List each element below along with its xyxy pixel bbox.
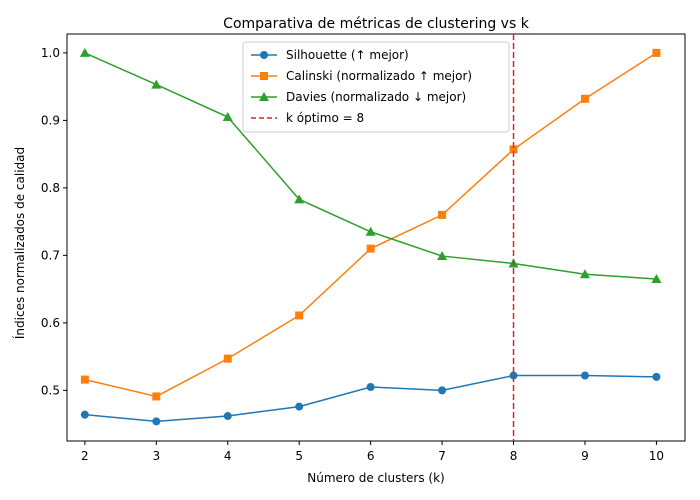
y-tick-label: 0.6 xyxy=(41,316,60,330)
data-point xyxy=(79,47,90,57)
legend-entry: Davies (normalizado ↓ mejor) xyxy=(251,90,466,104)
data-point xyxy=(438,386,447,395)
x-tick-label: 7 xyxy=(438,449,446,463)
data-point xyxy=(295,311,304,320)
y-tick-label: 0.8 xyxy=(41,181,60,195)
data-point xyxy=(438,210,447,219)
y-tick-label: 1.0 xyxy=(41,46,60,60)
data-point xyxy=(294,194,305,204)
series-3 xyxy=(79,47,662,284)
data-point xyxy=(509,145,518,154)
legend-marker xyxy=(259,92,269,101)
legend-entry: k óptimo = 8 xyxy=(251,111,364,125)
series-line xyxy=(84,374,657,423)
data-point xyxy=(222,112,233,122)
y-axis-label: Índices normalizados de calidad xyxy=(12,147,27,339)
x-tick-label: 2 xyxy=(81,449,89,463)
series-layer xyxy=(79,34,662,441)
data-point xyxy=(152,417,161,426)
y-tick-label: 0.5 xyxy=(41,383,60,397)
data-point xyxy=(579,269,590,279)
legend-entry: Silhouette (↑ mejor) xyxy=(251,48,409,62)
data-point xyxy=(80,375,89,384)
x-axis-label: Número de clusters (k) xyxy=(307,471,444,485)
data-point xyxy=(295,402,304,411)
data-point xyxy=(152,392,161,401)
data-point xyxy=(365,226,376,236)
data-point xyxy=(366,383,375,392)
data-point xyxy=(223,412,232,421)
data-point xyxy=(652,372,661,381)
data-point xyxy=(80,410,89,419)
y-tick-label: 0.7 xyxy=(41,248,60,262)
data-point xyxy=(437,251,448,261)
x-tick-label: 4 xyxy=(224,449,232,463)
legend-label: k óptimo = 8 xyxy=(286,111,364,125)
x-tick-label: 10 xyxy=(649,449,664,463)
legend-entry: Calinski (normalizado ↑ mejor) xyxy=(251,69,472,83)
legend-marker xyxy=(260,72,268,80)
plot-frame xyxy=(66,33,686,442)
data-point xyxy=(151,79,162,89)
data-point xyxy=(580,94,589,103)
data-point xyxy=(509,371,518,380)
legend-label: Calinski (normalizado ↑ mejor) xyxy=(286,69,472,83)
legend-marker xyxy=(260,51,268,59)
series-1 xyxy=(80,371,661,426)
legend-label: Davies (normalizado ↓ mejor) xyxy=(286,90,466,104)
legend: Silhouette (↑ mejor) Calinski (normalizad… xyxy=(242,41,510,133)
data-point xyxy=(652,48,661,57)
x-tick-label: 6 xyxy=(367,449,375,463)
chart-title: Comparativa de métricas de clustering vs… xyxy=(223,16,530,32)
y-tick-label: 0.9 xyxy=(41,113,60,127)
x-tick-label: 3 xyxy=(152,449,160,463)
x-tick-label: 8 xyxy=(510,449,518,463)
series-2 xyxy=(80,48,661,401)
x-tick-label: 5 xyxy=(295,449,303,463)
data-point xyxy=(580,371,589,380)
legend-box xyxy=(242,41,510,133)
legend-label: Silhouette (↑ mejor) xyxy=(286,48,409,62)
data-point xyxy=(366,244,375,253)
data-point xyxy=(651,274,662,284)
data-point xyxy=(223,354,232,363)
axes: 2 3 4 5 6 7 8 9 10 0.5 0.6 0.7 0.8 0.9 1.0 xyxy=(41,33,686,463)
x-tick-label: 9 xyxy=(581,449,589,463)
